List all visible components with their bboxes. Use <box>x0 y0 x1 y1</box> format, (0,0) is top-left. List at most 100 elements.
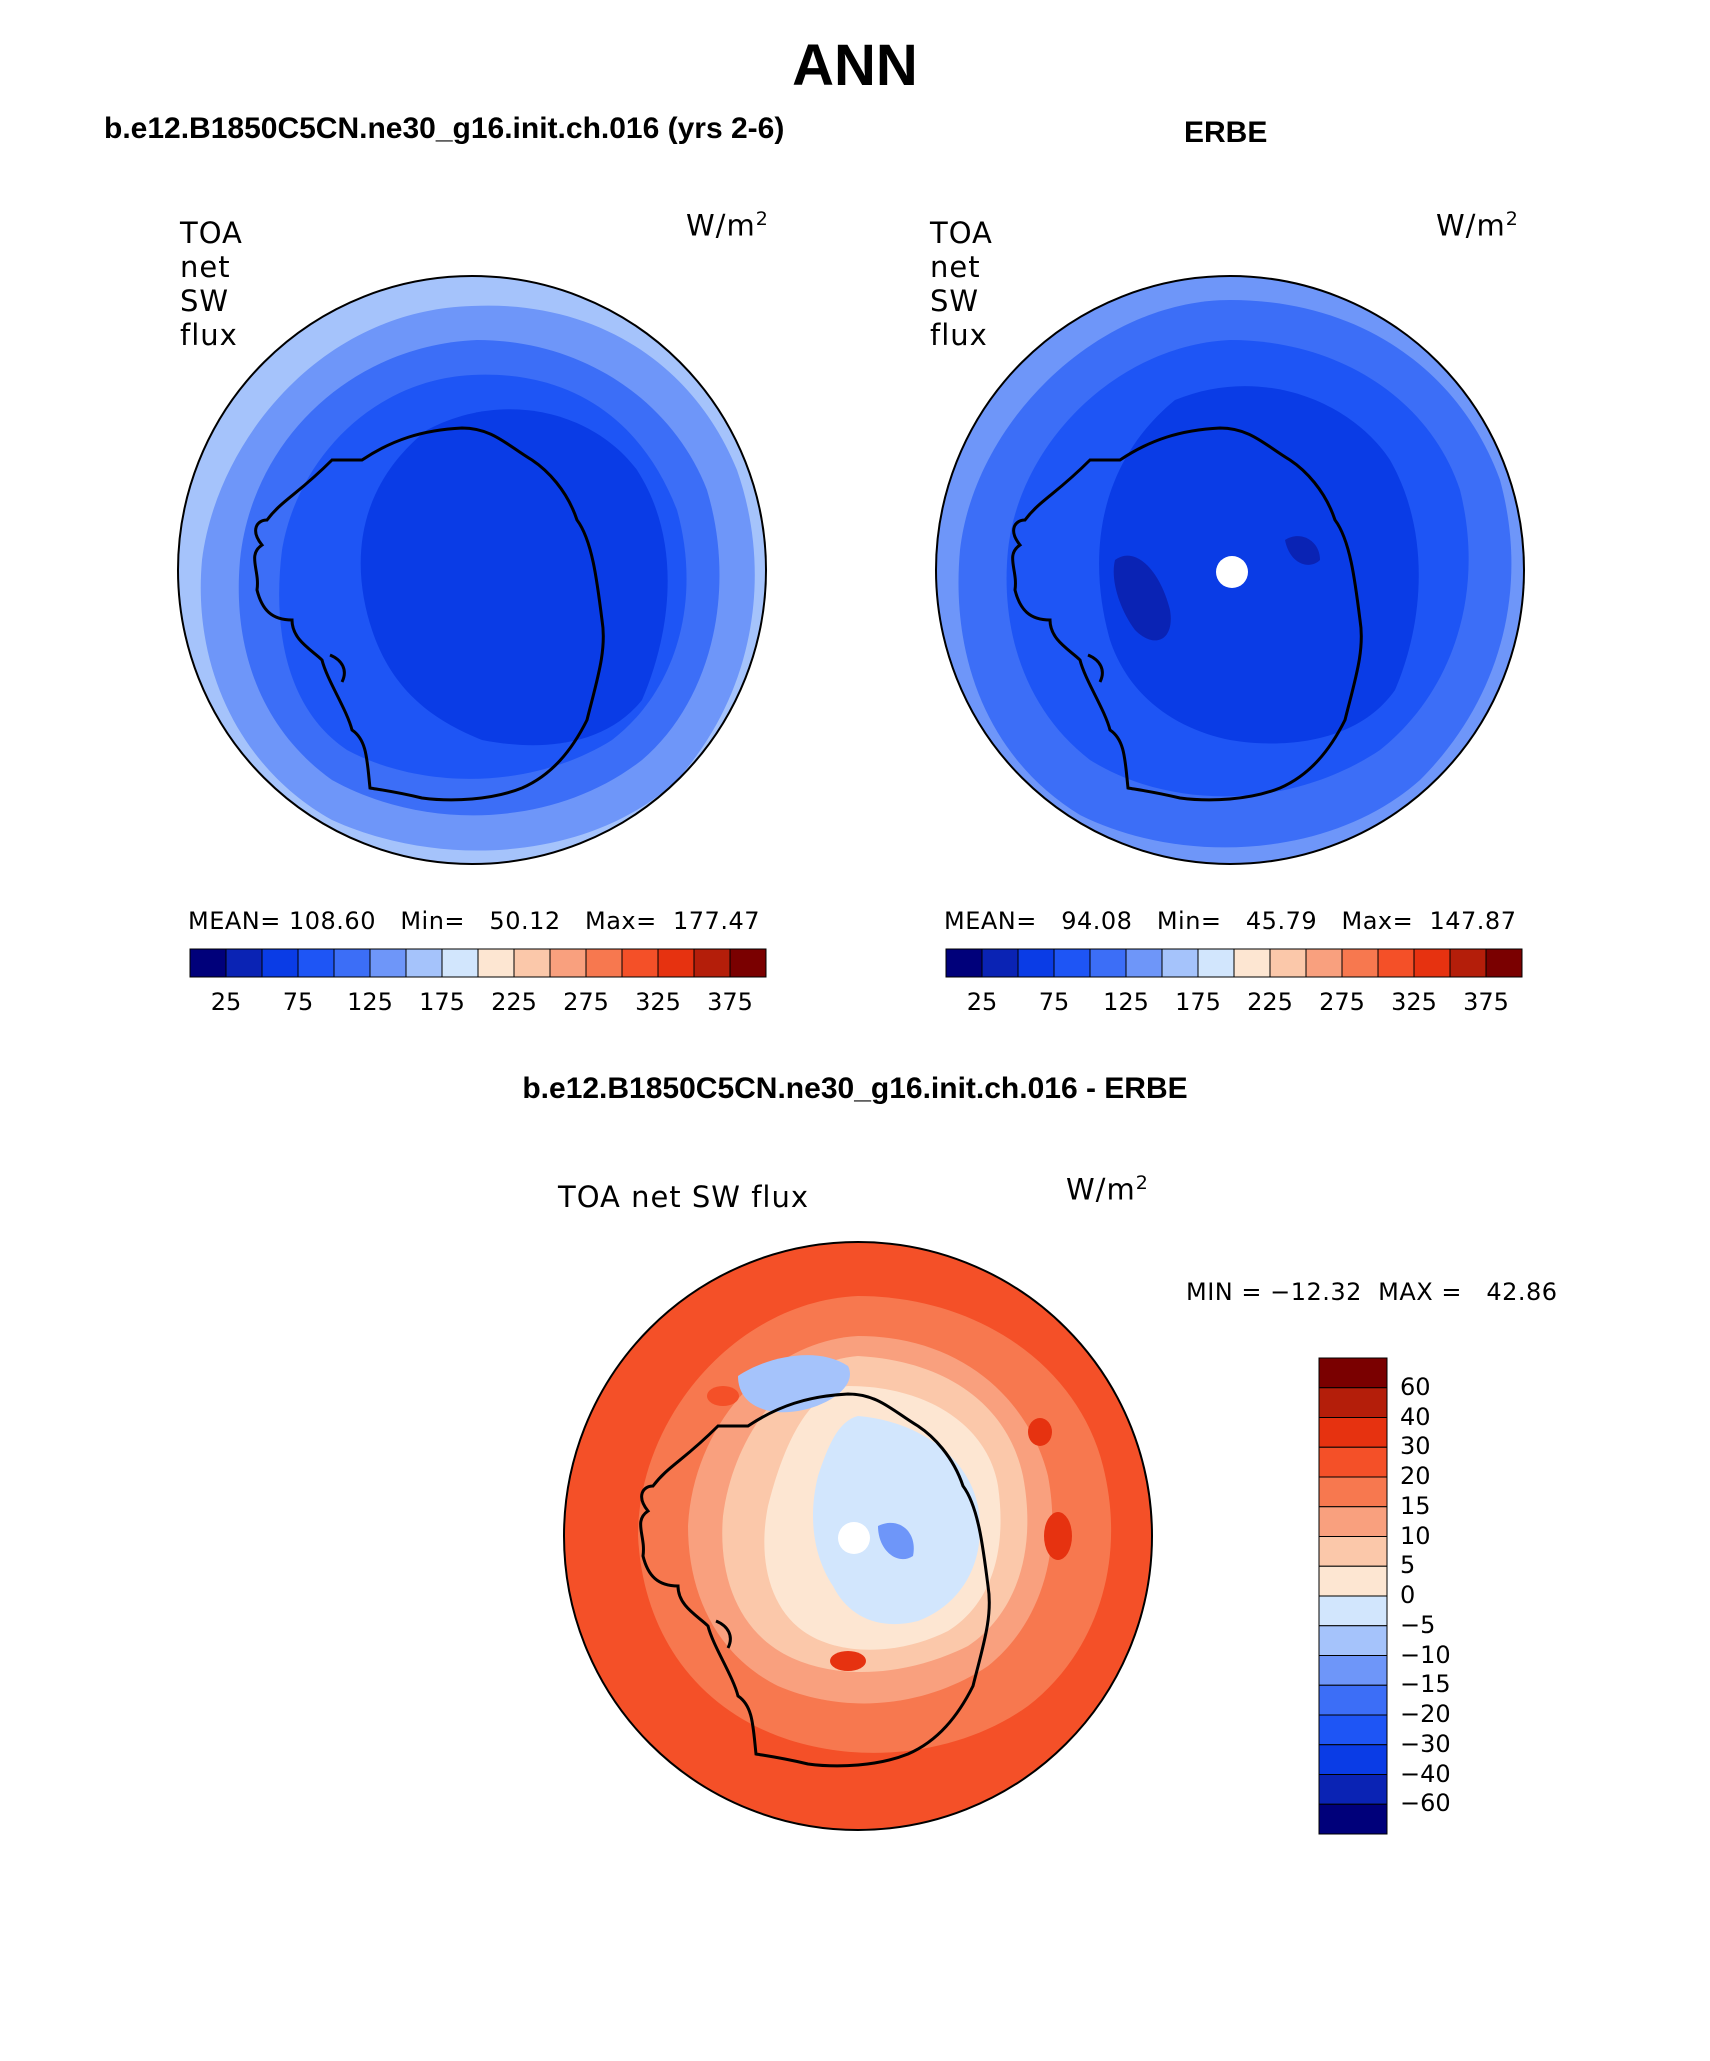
obs-colorbar-box <box>1413 948 1451 978</box>
obs-colorbar-box <box>1341 948 1379 978</box>
model-colorbar-tick-label: 225 <box>491 988 537 1016</box>
diff-variable-label: TOA net SW flux <box>558 1180 810 1214</box>
diff-colorbar-box <box>1318 1625 1388 1656</box>
diff-hotspot-east <box>1044 1512 1072 1560</box>
model-colorbar-box <box>369 948 407 978</box>
obs-colorbar-box <box>1017 948 1055 978</box>
obs-band-4 <box>1099 386 1419 744</box>
diff-colorbar-tick-label: −30 <box>1400 1729 1451 1758</box>
model-case-title: b.e12.B1850C5CN.ne30_g16.init.ch.016 (yr… <box>104 112 785 145</box>
obs-colorbar-box <box>1377 948 1415 978</box>
model-colorbar-box <box>189 948 227 978</box>
obs-colorbar-box <box>1089 948 1127 978</box>
obs-units-label: W/m2 <box>1436 208 1519 243</box>
diff-colorbar-tick-label: 40 <box>1400 1402 1431 1431</box>
obs-colorbar-tick-label: 325 <box>1391 988 1437 1016</box>
obs-colorbar-ticks: 25 75 125 175 225 275 325 375 <box>944 988 1544 1018</box>
diff-colorbar-tick-label: −20 <box>1400 1700 1451 1728</box>
diff-hotspot-ne <box>1028 1418 1052 1446</box>
diff-colorbar-ticks: 60 40 30 20 15 10 5 0 −5 −10 −15 −20 −30 −40 −60 <box>1400 1356 1500 1836</box>
diff-map-border <box>563 1241 1153 1831</box>
obs-colorbar-box <box>1449 948 1487 978</box>
antarctica-coastline <box>639 1392 991 1768</box>
obs-colorbar-tick-label: 75 <box>1038 988 1070 1016</box>
model-colorbar-box <box>549 948 587 978</box>
diff-colorbar-tick-label: 60 <box>1400 1372 1431 1401</box>
model-colorbar-box <box>441 948 479 978</box>
diff-colorbar-box <box>1318 1684 1388 1716</box>
diff-colorbar-tick-label: −15 <box>1400 1670 1451 1699</box>
diff-colorbar-box <box>1318 1803 1388 1835</box>
model-colorbar-tick-label: 325 <box>635 988 681 1016</box>
obs-band-min-2 <box>1285 536 1320 565</box>
diff-colorbar-box <box>1318 1714 1388 1746</box>
page-title: ANN <box>792 33 918 98</box>
model-colorbar-tick-label: 175 <box>419 988 465 1016</box>
diff-colorbar-tick-label: −40 <box>1400 1759 1451 1788</box>
diff-colorbar-box <box>1318 1774 1388 1805</box>
antarctica-coastline <box>1011 426 1363 802</box>
obs-colorbar-box <box>1233 948 1271 978</box>
obs-polar-map <box>935 275 1525 865</box>
diff-colorbar-tick-label: 20 <box>1400 1462 1431 1490</box>
obs-colorbar-box <box>1161 948 1199 978</box>
obs-colorbar-tick-label: 225 <box>1247 988 1293 1016</box>
diff-colorbar-tick-label: 10 <box>1400 1521 1431 1550</box>
obs-colorbar-tick-label: 125 <box>1103 988 1149 1016</box>
diff-band-neg <box>813 1416 980 1625</box>
model-colorbar-box <box>297 948 335 978</box>
diff-colorbar-tick-label: −5 <box>1400 1610 1436 1639</box>
model-units-label: W/m2 <box>686 208 769 243</box>
diff-polar-map <box>563 1241 1153 1831</box>
obs-colorbar-tick-label: 275 <box>1319 988 1365 1016</box>
diff-hotspot-south <box>830 1651 866 1671</box>
model-polar-map <box>177 275 767 865</box>
diff-missing-pole <box>838 1522 870 1554</box>
obs-colorbar-box <box>1197 948 1235 978</box>
model-colorbar-box <box>225 948 263 978</box>
diff-colorbar-tick-label: 15 <box>1400 1491 1431 1520</box>
diff-colorbar-box <box>1318 1387 1388 1418</box>
diff-units-label: W/m2 <box>1066 1172 1149 1207</box>
difference-title: b.e12.B1850C5CN.ne30_g16.init.ch.016 - E… <box>522 1072 1188 1105</box>
diff-colorbar-tick-label: 30 <box>1400 1432 1431 1461</box>
diff-colorbar-tick-label: 5 <box>1400 1551 1416 1580</box>
model-colorbar <box>189 948 767 978</box>
obs-stats-label: MEAN= 94.08 Min= 45.79 Max= 147.87 <box>944 907 1517 935</box>
obs-colorbar-box <box>1305 948 1343 978</box>
model-colorbar-tick-label: 25 <box>210 988 242 1016</box>
obs-colorbar-tick-label: 25 <box>966 988 998 1016</box>
obs-colorbar-box <box>945 948 983 978</box>
diff-colorbar-box <box>1318 1536 1388 1567</box>
obs-colorbar-box <box>981 948 1019 978</box>
model-band-5 <box>360 409 668 746</box>
obs-colorbar-tick-label: 175 <box>1175 988 1221 1016</box>
model-colorbar-tick-label: 275 <box>563 988 609 1016</box>
model-colorbar-box <box>405 948 443 978</box>
model-colorbar-tick-label: 125 <box>347 988 393 1016</box>
obs-map-border <box>935 275 1525 865</box>
obs-colorbar-box <box>1053 948 1091 978</box>
model-map-border <box>177 275 767 865</box>
diff-colorbar-box <box>1318 1595 1388 1627</box>
obs-colorbar-tick-label: 375 <box>1463 988 1509 1016</box>
model-colorbar-box <box>693 948 731 978</box>
diff-colorbar-box <box>1318 1506 1388 1537</box>
diff-colorbar-box <box>1318 1357 1388 1389</box>
obs-colorbar-box <box>1269 948 1307 978</box>
model-colorbar-box <box>585 948 623 978</box>
model-variable-label: TOA net SW flux <box>180 216 243 352</box>
diff-colorbar-box <box>1318 1655 1388 1686</box>
obs-colorbar-box <box>1125 948 1163 978</box>
antarctica-coastline <box>253 426 605 802</box>
diff-band-neg-3 <box>878 1522 914 1560</box>
model-colorbar-box <box>657 948 695 978</box>
obs-colorbar <box>945 948 1523 978</box>
diff-colorbar-box <box>1318 1744 1388 1775</box>
model-colorbar-box <box>621 948 659 978</box>
diff-colorbar-box <box>1318 1417 1388 1448</box>
obs-title: ERBE <box>1184 116 1268 149</box>
diff-stats-label: MIN = −12.32 MAX = 42.86 <box>1186 1278 1558 1306</box>
obs-missing-pole <box>1216 556 1248 588</box>
model-stats-label: MEAN= 108.60 Min= 50.12 Max= 177.47 <box>188 907 760 935</box>
